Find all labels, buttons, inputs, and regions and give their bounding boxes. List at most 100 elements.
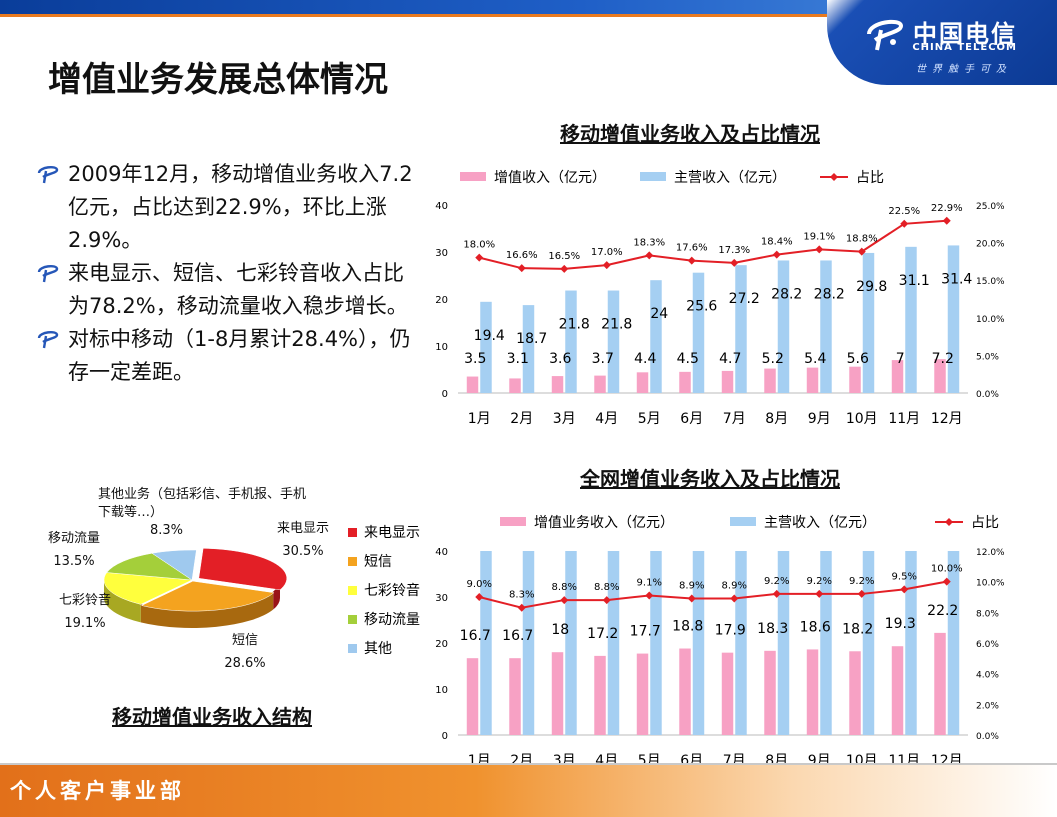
pie-label-mobile-data-pct: 13.5% <box>53 554 95 569</box>
bar-label-series1: 16.7 <box>502 628 533 644</box>
bar-series1 <box>849 651 861 735</box>
legend-label: 七彩铃音 <box>364 583 420 599</box>
bar-series2 <box>862 551 875 735</box>
pie-label-caller-name: 来电显示 <box>276 521 329 536</box>
bar-label-series2: 27.2 <box>729 291 760 307</box>
bar-label-series1: 3.6 <box>549 351 571 367</box>
bar-series2 <box>480 301 492 393</box>
bar-series2 <box>735 551 747 735</box>
bar-label-series2: 21.8 <box>559 317 590 333</box>
footer-text: 个人客户事业部 <box>10 778 185 803</box>
legend-swatch <box>348 528 357 537</box>
legend-label: 其他 <box>364 641 392 657</box>
legend-swatch-series1 <box>500 517 526 526</box>
pie-slice <box>106 553 193 581</box>
bar-series1 <box>849 366 861 393</box>
bar-series2 <box>735 265 747 393</box>
bar-series1 <box>594 375 606 393</box>
y2-tick-label: 20.0% <box>976 240 1005 250</box>
y-tick-label: 20 <box>435 295 448 306</box>
x-tick-label: 9月 <box>808 411 831 427</box>
x-tick-label: 7月 <box>723 411 746 427</box>
line-label-series3: 8.8% <box>552 582 577 593</box>
pie-legend: 来电显示 短信 七彩铃音 移动流量 其他 <box>348 525 420 670</box>
line-point-series3 <box>687 594 696 603</box>
bar-series1 <box>636 653 649 735</box>
bar-label-series2: 25.6 <box>686 299 717 315</box>
x-tick-label: 1月 <box>468 411 491 427</box>
line-point-series3 <box>857 247 866 256</box>
line-point-series3 <box>815 245 824 254</box>
chart2-svg: 增值业务收入（亿元） 主营收入（亿元） 占比 0 10 20 30 40 0.0% 2.0% 4.0… <box>435 515 1005 769</box>
line-point-series3 <box>475 253 484 262</box>
bullet-text: 2009年12月，移动增值业务收入7.2亿元，占比达到22.9%，环比上涨2.9… <box>68 162 413 252</box>
y2-tick-label: 0.0% <box>976 732 999 742</box>
bar-label-series2: 31.4 <box>941 271 972 287</box>
bar-series2 <box>777 260 790 393</box>
pie-label-mobile-data-name: 移动流量 <box>47 531 100 546</box>
logo-slogan: 世界触手可及 <box>916 64 1012 75</box>
line-label-series3: 18.0% <box>463 240 495 251</box>
bar-series1 <box>806 649 819 735</box>
bullet-item: 对标中移动（1-8月累计28.4%），仍存一定差距。 <box>36 323 416 389</box>
bar-label-series2: 31.1 <box>899 273 930 289</box>
line-series3 <box>479 580 947 609</box>
bar-label-series1: 18.2 <box>842 621 873 637</box>
line-point-series3 <box>645 591 654 600</box>
bar-series1 <box>934 359 946 393</box>
bullet-item: 2009年12月，移动增值业务收入7.2亿元，占比达到22.9%，环比上涨2.9… <box>36 158 416 257</box>
line-label-series3: 17.3% <box>718 245 750 256</box>
line-point-series3 <box>900 219 909 228</box>
bar-series2 <box>820 260 832 393</box>
y-tick-label: 20 <box>435 639 448 650</box>
y2-tick-label: 4.0% <box>976 671 999 681</box>
bar-series2 <box>565 551 577 735</box>
bar-series1 <box>891 646 904 735</box>
legend-swatch <box>348 615 357 624</box>
pie-label-mobile-data: 移动流量 13.5% <box>36 530 112 571</box>
line-point-series3 <box>602 261 611 270</box>
line-label-series3: 8.9% <box>722 581 747 592</box>
chart1-svg: 增值收入（亿元） 主营收入（亿元） 占比 0 10 20 30 40 0.0% 5.0% 10.0%… <box>435 170 1005 427</box>
bullet-text: 来电显示、短信、七彩铃音收入占比为78.2%，移动流量收入稳步增长。 <box>68 261 408 318</box>
line-point-series3 <box>772 589 781 598</box>
y2-tick-label: 12.0% <box>976 548 1005 558</box>
x-tick-label: 5月 <box>638 411 661 427</box>
line-point-series3 <box>517 264 526 273</box>
y-tick-label: 10 <box>435 685 448 696</box>
bar-label-series1: 18.3 <box>757 621 788 637</box>
line-point-series3 <box>730 594 739 603</box>
bar-series2 <box>905 246 917 393</box>
bar-series2 <box>522 305 535 393</box>
line-point-series3 <box>645 251 654 260</box>
pie-legend-item: 移动流量 <box>348 612 420 641</box>
line-point-series3 <box>730 258 739 267</box>
line-point-series3 <box>517 603 526 612</box>
bar-series1 <box>721 652 734 735</box>
y2-tick-label: 10.0% <box>976 315 1005 325</box>
logo-cn: 中国电信 <box>913 20 1017 48</box>
line-point-series3 <box>942 216 951 225</box>
y2-tick-label: 2.0% <box>976 701 999 711</box>
legend-marker-series3 <box>945 518 953 526</box>
pie-title: 移动增值业务收入结构 <box>112 705 312 729</box>
logo-area: 中国电信 CHINA TELECOM 世界触手可及 <box>827 0 1057 85</box>
y-tick-label: 10 <box>435 342 448 353</box>
bar-series1 <box>764 650 776 735</box>
line-label-series3: 9.2% <box>764 576 789 587</box>
x-tick-label: 6月 <box>680 411 703 427</box>
line-label-series3: 18.4% <box>761 237 793 248</box>
bar-series2 <box>862 252 875 393</box>
bar-label-series1: 5.4 <box>804 351 826 367</box>
bar-label-series1: 7 <box>896 351 905 367</box>
bar-series2 <box>522 551 535 735</box>
y2-tick-label: 8.0% <box>976 609 999 619</box>
line-label-series3: 17.0% <box>591 247 623 258</box>
pie-svg <box>103 548 287 628</box>
page-title: 增值业务发展总体情况 <box>48 60 388 100</box>
pie-legend-item: 来电显示 <box>348 525 420 554</box>
pie-label-sms-name: 短信 <box>231 633 258 648</box>
footer-band <box>0 765 1057 817</box>
bar-series2 <box>947 551 960 735</box>
bar-series2 <box>947 245 960 393</box>
